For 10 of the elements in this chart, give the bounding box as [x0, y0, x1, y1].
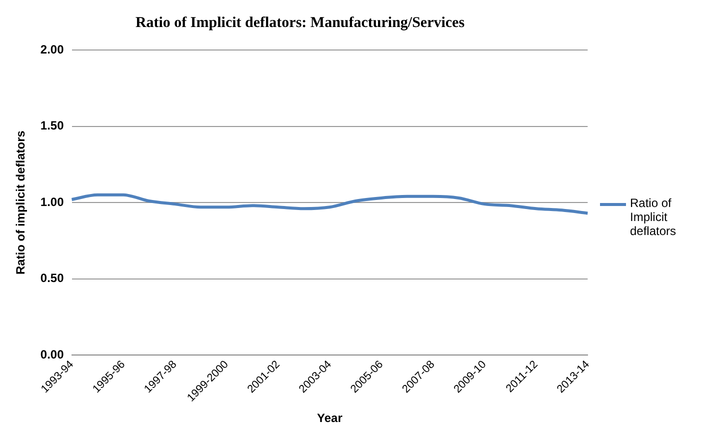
- y-tick-label: 1.00: [40, 194, 64, 209]
- y-tick-label: 0.50: [40, 271, 64, 286]
- y-tick-label: 2.00: [40, 42, 64, 56]
- x-axis-title: Year: [317, 411, 343, 426]
- y-tick-label: 1.50: [40, 118, 64, 133]
- line-series: [70, 193, 590, 215]
- y-tick-label: 0.00: [40, 347, 64, 362]
- legend-label: Ratio of Implicit deflators: [630, 196, 678, 238]
- chart-title: Ratio of Implicit deflators: Manufacturing/Services: [135, 14, 465, 31]
- y-axis-title: Ratio of implicit deflators: [14, 130, 28, 275]
